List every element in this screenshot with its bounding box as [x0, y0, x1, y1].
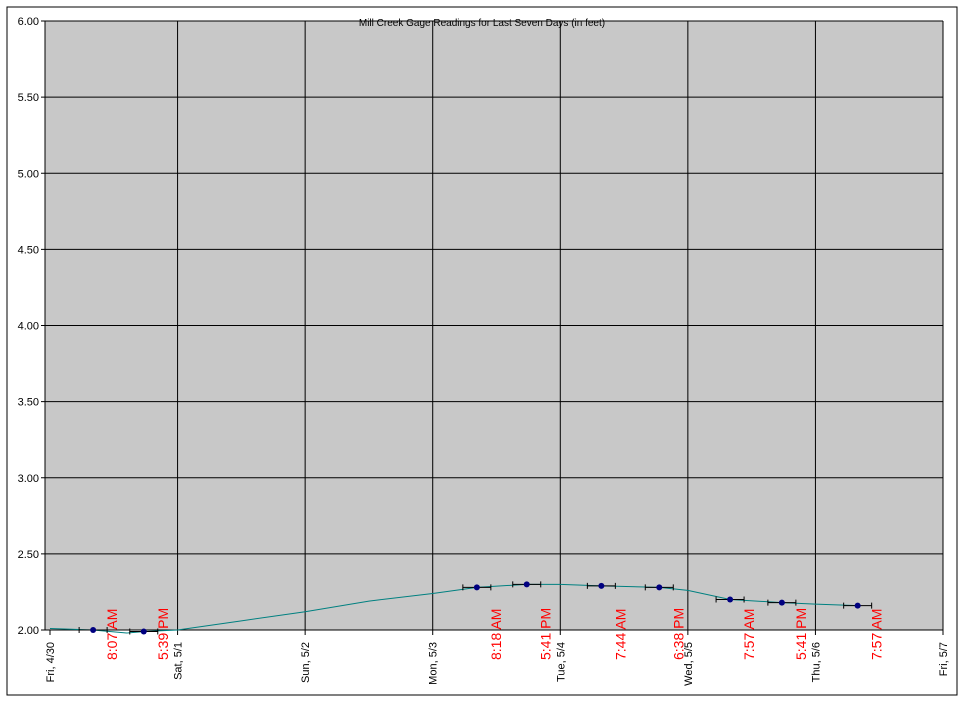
y-tick-label: 2.50 [18, 549, 39, 561]
y-tick-label: 4.00 [18, 321, 39, 333]
point-label: 8:18 AM [488, 609, 504, 660]
marker [727, 596, 734, 603]
x-tick-label: Tue, 5/4 [555, 642, 567, 682]
x-tick-label: Mon, 5/3 [428, 642, 440, 685]
x-tick-label: Sun, 5/2 [300, 642, 312, 683]
marker [778, 599, 785, 606]
point-label: 5:39 PM [155, 608, 171, 660]
marker [854, 602, 861, 609]
marker [473, 584, 480, 591]
point-label: 7:57 AM [869, 609, 885, 660]
x-tick-label: Wed, 5/5 [683, 642, 695, 686]
point-label: 7:57 AM [741, 609, 757, 660]
y-tick-label: 3.00 [18, 473, 39, 485]
marker [656, 584, 663, 591]
y-tick-label: 6.00 [18, 16, 39, 28]
y-tick-label: 2.00 [18, 625, 39, 637]
y-tick-label: 5.50 [18, 92, 39, 104]
marker [140, 628, 147, 635]
y-tick-label: 3.50 [18, 397, 39, 409]
y-tick-label: 5.00 [18, 168, 39, 180]
x-tick-label: Fri, 4/30 [45, 642, 57, 682]
x-tick-label: Fri, 5/7 [938, 642, 950, 676]
y-tick-label: 4.50 [18, 244, 39, 256]
x-tick-label: Sat, 5/1 [173, 642, 185, 680]
chart-title: Mill Creek Gage Readings for Last Seven … [359, 18, 605, 29]
marker [523, 581, 530, 588]
point-label: 5:41 PM [538, 608, 554, 660]
point-label: 7:44 AM [612, 609, 628, 660]
x-tick-label: Thu, 5/6 [810, 642, 822, 682]
point-label: 6:38 PM [670, 608, 686, 660]
marker [90, 627, 97, 633]
point-label: 8:07 AM [104, 609, 120, 660]
point-label: 5:41 PM [793, 608, 809, 660]
marker [598, 582, 605, 589]
